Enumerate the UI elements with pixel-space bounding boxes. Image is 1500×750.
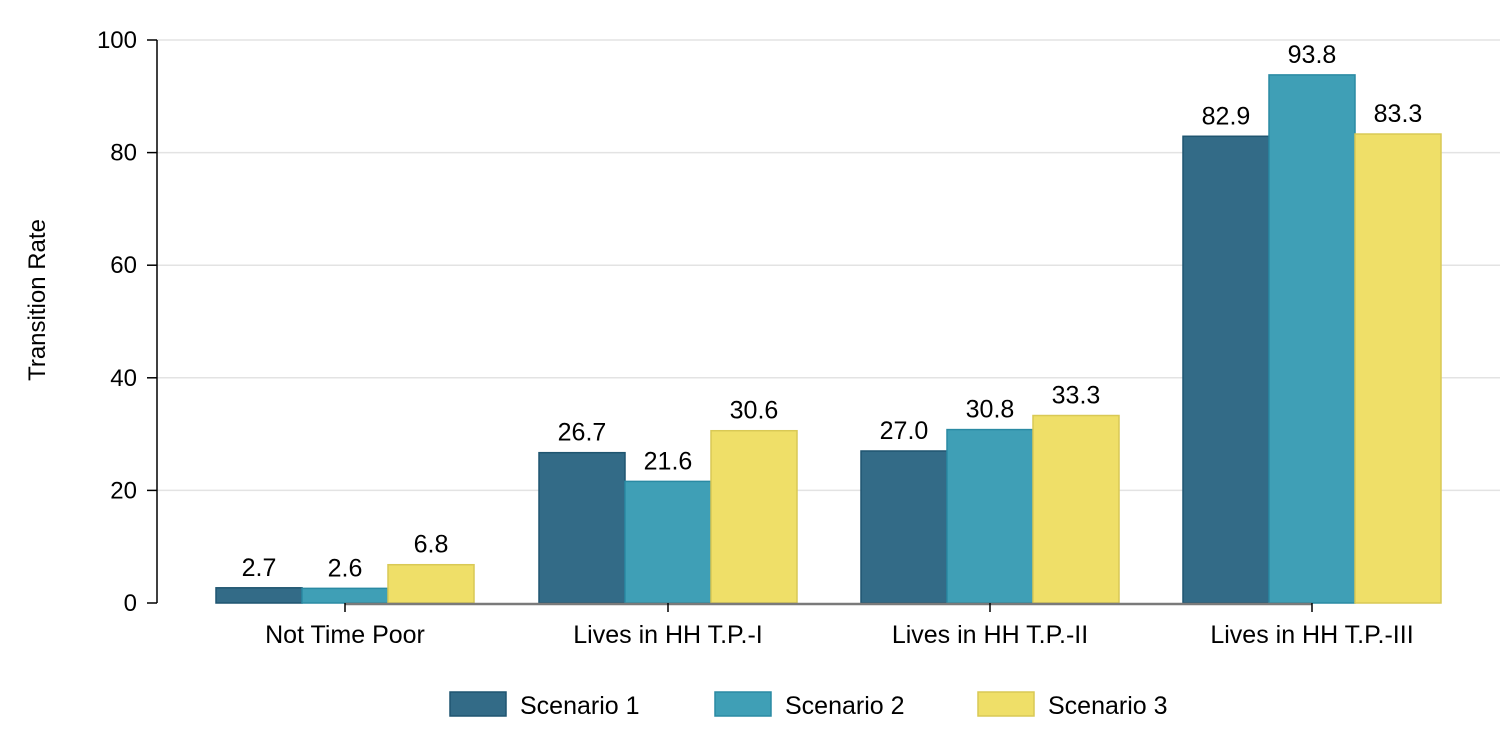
bar [860, 450, 948, 604]
bar [301, 587, 389, 604]
legend-swatch [714, 691, 772, 717]
legend-label: Scenario 2 [785, 692, 905, 720]
data-label: 33.3 [1052, 382, 1101, 410]
legend-swatch [449, 691, 507, 717]
data-label: 26.7 [558, 419, 607, 447]
legend: Scenario 1 Scenario 2 Scenario 3 [449, 691, 1168, 720]
data-label: 2.6 [328, 554, 363, 582]
y-tick-label: 0 [124, 590, 137, 617]
data-labels: 2.7 26.7 27.0 82.9 2.6 21.6 30.8 93.8 6.8 30.6 33.… [242, 41, 1423, 582]
legend-label: Scenario 1 [520, 692, 640, 720]
bar [538, 451, 626, 604]
bar [624, 480, 712, 604]
x-tick-label: Lives in HH T.P.-II [892, 621, 1088, 649]
bar [1182, 135, 1270, 604]
data-label: 30.8 [966, 396, 1015, 424]
bar [710, 429, 798, 604]
y-tick-label: 20 [110, 477, 137, 504]
data-label: 82.9 [1202, 102, 1251, 130]
bar [1268, 74, 1356, 604]
bar [387, 563, 475, 604]
y-tick-label: 60 [110, 252, 137, 279]
data-label: 6.8 [414, 531, 449, 559]
y-tick-label: 40 [110, 365, 137, 392]
x-tick-label: Not Time Poor [265, 621, 425, 649]
bar [1032, 414, 1120, 604]
x-tick-label: Lives in HH T.P.-I [573, 621, 762, 649]
bar [1354, 133, 1442, 604]
data-label: 30.6 [730, 397, 779, 425]
data-label: 27.0 [880, 417, 929, 445]
data-label: 2.7 [242, 554, 277, 582]
y-tick-label: 80 [110, 140, 137, 167]
data-label: 21.6 [644, 447, 693, 475]
data-label: 83.3 [1374, 100, 1423, 128]
bars [215, 74, 1442, 604]
bar [946, 428, 1034, 604]
legend-swatch [977, 691, 1035, 717]
y-axis-title: Transition Rate [24, 219, 51, 381]
bar [215, 587, 303, 604]
axes: 0 20 40 60 80 100 Not Time Poor Lives in HH T.P… [97, 27, 1414, 649]
y-tick-label: 100 [97, 27, 137, 54]
data-label: 93.8 [1288, 41, 1337, 69]
x-tick-label: Lives in HH T.P.-III [1210, 621, 1413, 649]
legend-label: Scenario 3 [1048, 692, 1168, 720]
